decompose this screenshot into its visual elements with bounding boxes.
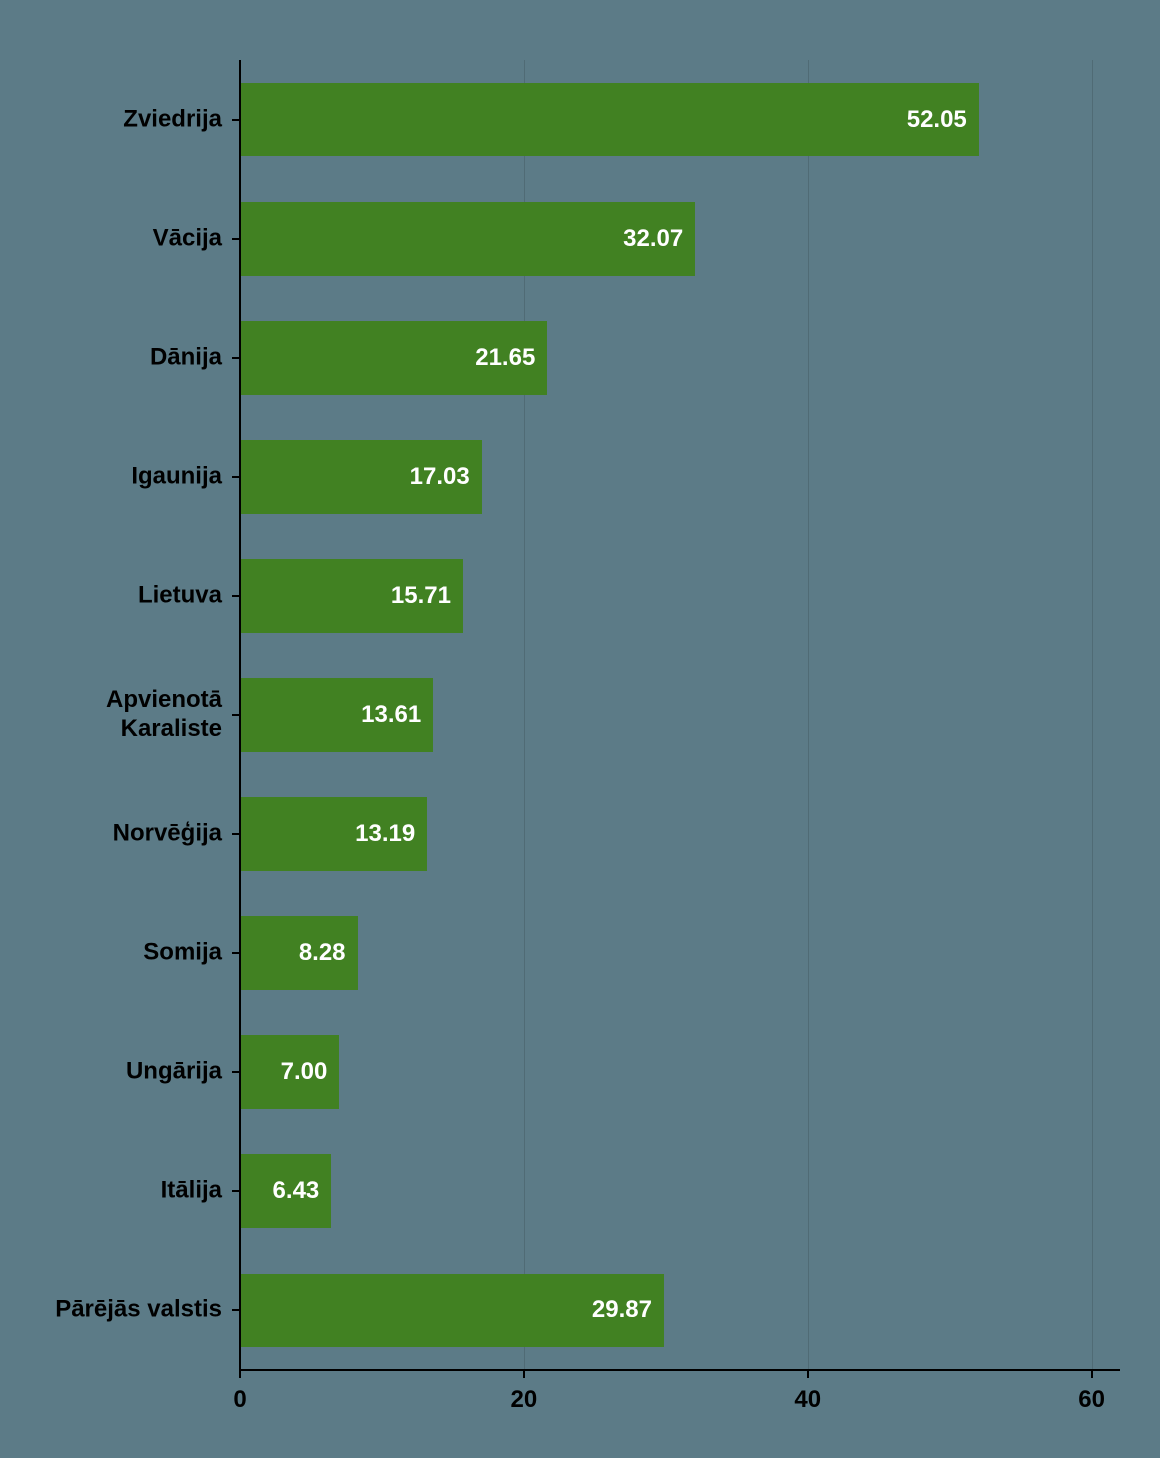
y-tick-label: Somija	[2, 939, 222, 968]
bar-value-label: 13.19	[355, 820, 415, 848]
y-tick-label: Norvēģija	[2, 820, 222, 849]
bar-value-label: 21.65	[475, 344, 535, 372]
x-tick-mark	[239, 1370, 241, 1378]
bar-value-label: 32.07	[623, 225, 683, 253]
x-tick-label: 0	[233, 1386, 246, 1414]
x-tick-mark	[1091, 1370, 1093, 1378]
x-axis	[240, 1369, 1120, 1371]
bar-chart: 52.05 Zviedrija 32.07 Vācija 21.65 Dānija 17.0…	[0, 0, 1160, 1458]
y-axis	[239, 60, 241, 1370]
gridline	[1092, 60, 1093, 1370]
y-tick-label: Igaunija	[2, 462, 222, 491]
x-tick-label: 40	[794, 1386, 821, 1414]
x-tick-mark	[807, 1370, 809, 1378]
bar-value-label: 6.43	[273, 1177, 320, 1205]
gridline	[808, 60, 809, 1370]
y-tick-label: Zviedrija	[2, 105, 222, 134]
y-tick-label: Pārējās valstis	[2, 1296, 222, 1325]
bar-value-label: 17.03	[410, 463, 470, 491]
bar-value-label: 29.87	[592, 1296, 652, 1324]
x-tick-label: 20	[511, 1386, 538, 1414]
x-tick-label: 60	[1078, 1386, 1105, 1414]
y-tick-label: Lietuva	[2, 582, 222, 611]
x-tick-mark	[523, 1370, 525, 1378]
y-tick-label: Dānija	[2, 343, 222, 372]
bar-value-label: 7.00	[281, 1058, 328, 1086]
bar-value-label: 13.61	[361, 701, 421, 729]
y-tick-label: Itālija	[2, 1177, 222, 1206]
bar-value-label: 8.28	[299, 939, 346, 967]
bar-value-label: 52.05	[907, 106, 967, 134]
bar-value-label: 15.71	[391, 582, 451, 610]
bar	[240, 83, 979, 157]
y-tick-label: Apvienotā Karaliste	[2, 686, 222, 744]
y-tick-label: Ungārija	[2, 1058, 222, 1087]
y-tick-label: Vācija	[2, 224, 222, 253]
plot-area: 52.05Zviedrija32.07Vācija21.65Dānija17.0…	[240, 60, 1120, 1370]
